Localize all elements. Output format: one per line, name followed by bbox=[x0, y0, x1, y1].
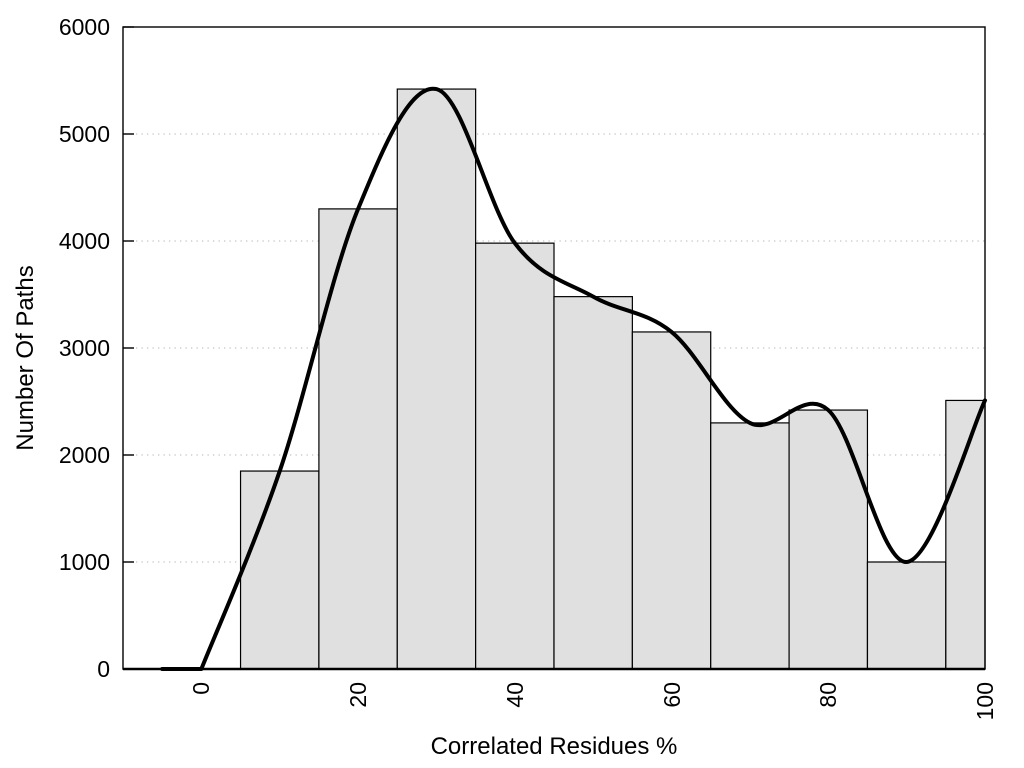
x-tick-label: 40 bbox=[501, 682, 528, 708]
x-axis-title: Correlated Residues % bbox=[430, 733, 678, 760]
y-tick-label: 4000 bbox=[58, 228, 110, 254]
histogram-bar bbox=[945, 399, 986, 670]
histogram-bar bbox=[475, 242, 555, 670]
density-curve bbox=[160, 86, 987, 671]
y-tick-label: 0 bbox=[97, 656, 110, 682]
y-tick-label: 6000 bbox=[58, 14, 110, 40]
x-tick-label: 20 bbox=[345, 682, 372, 708]
plot-frame bbox=[122, 26, 986, 670]
y-tick-label: 5000 bbox=[58, 121, 110, 147]
x-tick-label: 100 bbox=[972, 682, 998, 721]
y-tick-label: 1000 bbox=[58, 549, 110, 575]
histogram-bar bbox=[866, 561, 947, 670]
histogram-bar bbox=[631, 331, 712, 670]
x-tick-label: 80 bbox=[815, 682, 842, 708]
y-tick-label: 3000 bbox=[58, 335, 110, 361]
histogram-bar bbox=[318, 208, 398, 670]
y-tick-label: 2000 bbox=[58, 442, 110, 468]
x-tick-label: 0 bbox=[188, 682, 215, 695]
histogram-bar bbox=[553, 296, 633, 670]
histogram-bar bbox=[239, 470, 320, 670]
histogram-bar bbox=[710, 422, 790, 670]
histogram-bar bbox=[396, 88, 477, 670]
histogram-bar bbox=[788, 409, 869, 670]
y-axis-title: Number Of Paths bbox=[12, 265, 39, 451]
x-tick-label: 60 bbox=[658, 682, 685, 708]
